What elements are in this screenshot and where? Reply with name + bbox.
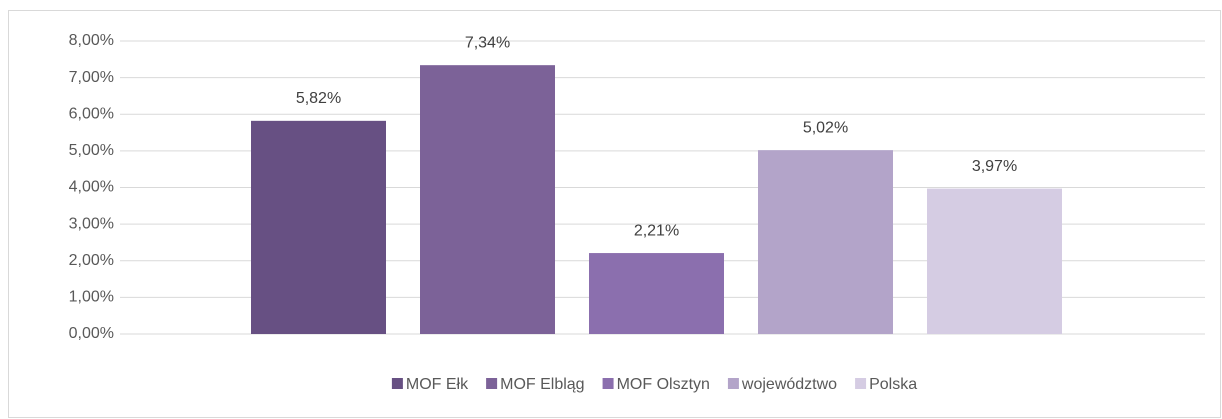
- y-tick-label: 4,00%: [69, 179, 114, 196]
- legend-label: MOF Olsztyn: [617, 376, 710, 393]
- legend-swatch: [855, 378, 867, 389]
- legend-label: MOF Ełk: [406, 376, 469, 393]
- bar: [251, 120, 386, 334]
- legend-label: MOF Elbląg: [500, 376, 584, 393]
- y-tick-label: 6,00%: [69, 105, 114, 122]
- data-label: 3,97%: [972, 158, 1017, 175]
- data-label: 2,21%: [634, 222, 679, 239]
- y-tick-label: 8,00%: [69, 32, 114, 49]
- bar: [589, 253, 724, 334]
- legend-swatch: [602, 378, 614, 389]
- data-label: 5,82%: [296, 90, 341, 107]
- legend-label: województwo: [741, 376, 837, 393]
- data-label: 7,34%: [465, 34, 510, 51]
- legend-swatch: [391, 378, 403, 389]
- y-tick-label: 7,00%: [69, 69, 114, 86]
- y-tick-label: 3,00%: [69, 215, 114, 232]
- y-tick-label: 2,00%: [69, 252, 114, 269]
- legend-swatch: [727, 378, 739, 389]
- y-tick-label: 0,00%: [69, 325, 114, 342]
- bar: [420, 65, 555, 335]
- y-tick-label: 1,00%: [69, 289, 114, 306]
- data-label: 5,02%: [803, 119, 848, 136]
- bar: [927, 188, 1062, 334]
- legend-swatch: [486, 378, 498, 389]
- legend-label: Polska: [869, 376, 917, 393]
- y-tick-label: 5,00%: [69, 142, 114, 159]
- bar: [758, 150, 893, 334]
